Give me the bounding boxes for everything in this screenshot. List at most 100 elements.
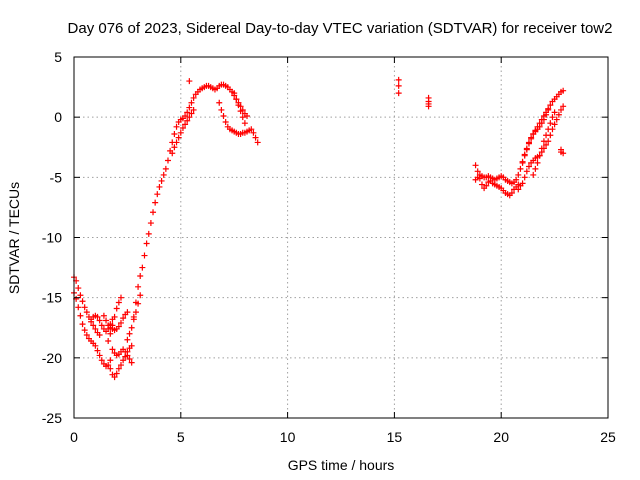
data-point [543,132,550,139]
x-axis-label: GPS time / hours [288,457,395,473]
series-track-14 [472,162,522,199]
data-point [109,322,116,329]
data-point [115,365,122,372]
data-point [222,118,229,125]
data-point [538,116,545,123]
data-point [94,347,101,354]
data-point [77,312,84,319]
y-tick-label: 0 [54,109,62,125]
data-point [472,162,479,169]
data-point [120,357,127,364]
series-track-15 [515,103,567,193]
data-point [532,127,539,134]
data-point [190,106,197,113]
data-point [75,285,82,292]
data-point [525,140,532,147]
data-point [184,117,191,124]
data-point [77,292,84,299]
data-point [216,99,223,106]
data-point [186,78,193,85]
y-tick-label: -25 [42,410,62,426]
data-point [521,152,528,159]
series-track-13 [472,87,567,187]
data-point [105,362,112,369]
data-point [543,109,550,116]
data-point [540,112,547,119]
data-point [100,312,107,319]
data-point [81,304,88,311]
series-track-18 [558,146,567,157]
data-point [218,106,225,113]
data-point [551,109,558,116]
data-point [107,330,114,337]
data-point [519,159,526,166]
series-outliers [186,76,432,110]
x-tick-label: 0 [70,429,78,445]
data-point [92,342,99,349]
data-point [111,313,118,320]
data-point [79,298,86,305]
data-point [160,171,167,178]
data-point [90,322,97,329]
data-point [154,191,161,198]
x-tick-label: 25 [600,429,616,445]
data-point [124,336,131,343]
series-track-10 [169,106,197,157]
y-axis-label: SDTVAR / TECUs [6,182,22,294]
data-point [96,317,103,324]
axis-ticks [73,56,609,419]
data-point [171,131,178,138]
x-tick-label: 15 [387,429,403,445]
data-point [523,146,530,153]
data-point [517,165,524,172]
data-point [540,138,547,145]
data-point [523,168,530,175]
series-track-7 [105,294,124,344]
data-point [128,342,135,349]
series-track-1 [71,274,103,338]
data-point [182,121,189,128]
data-point [519,180,526,187]
data-point [96,352,103,359]
data-point [555,111,562,118]
data-point [107,357,114,364]
series-track-11 [216,99,261,146]
data-point [244,112,251,119]
data-point [395,82,402,89]
data-point [483,182,490,189]
series-track-4 [100,309,131,334]
data-point [105,337,112,344]
y-tick-label: -20 [42,350,62,366]
data-point [147,220,154,227]
y-tick-label: -5 [50,169,63,185]
data-point [536,120,543,127]
data-point [528,135,535,142]
data-point [538,145,545,152]
data-point [525,163,532,170]
data-point [395,90,402,97]
data-point [173,139,180,146]
data-point [241,120,248,127]
series-track-6 [109,346,135,366]
data-point [173,123,180,130]
data-point [558,106,565,113]
data-point [132,309,139,316]
series-track-9 [130,81,251,320]
data-point [135,283,142,290]
data-point [553,116,560,123]
data-point [109,346,116,353]
data-point [130,313,137,320]
data-point [152,199,159,206]
data-point [508,189,515,196]
data-point [171,144,178,151]
data-point [547,102,554,109]
data-point [179,124,186,131]
data-point [111,374,118,381]
data-point [560,103,567,110]
series-track-17 [519,105,552,166]
data-point [156,183,163,190]
data-point [126,330,133,337]
data-point [188,99,195,106]
data-point [83,309,90,316]
